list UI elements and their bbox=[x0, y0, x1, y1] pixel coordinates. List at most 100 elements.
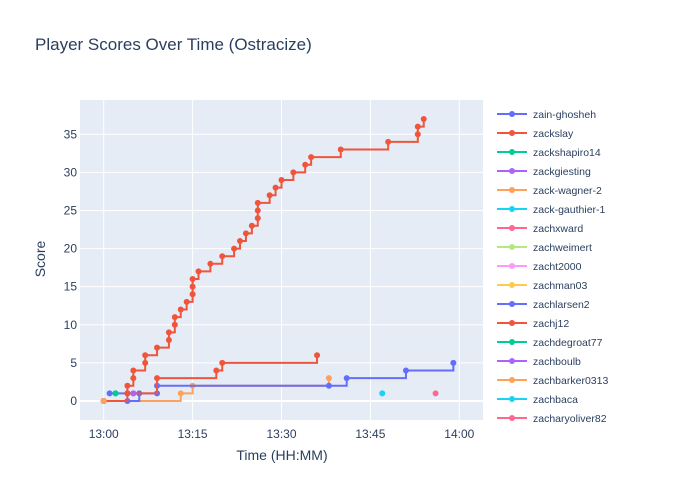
series-zachxward bbox=[432, 390, 439, 397]
data-point[interactable] bbox=[414, 131, 421, 138]
data-point[interactable] bbox=[254, 207, 261, 214]
legend-item[interactable]: zackslay bbox=[497, 128, 574, 140]
data-point[interactable] bbox=[414, 123, 421, 130]
legend-swatch-marker bbox=[509, 320, 515, 326]
data-point[interactable] bbox=[237, 237, 244, 244]
legend-item[interactable]: zackgiesting bbox=[497, 166, 591, 178]
data-point[interactable] bbox=[130, 375, 137, 382]
legend-label: zachweimert bbox=[533, 242, 592, 254]
series-zachbarker0313 bbox=[100, 397, 107, 404]
legend-swatch-marker bbox=[509, 358, 515, 364]
data-point[interactable] bbox=[154, 375, 161, 382]
data-point[interactable] bbox=[189, 283, 196, 290]
legend-label: zackslay bbox=[533, 128, 574, 140]
y-axis-title: Score bbox=[32, 241, 48, 278]
data-point[interactable] bbox=[432, 390, 439, 397]
data-point[interactable] bbox=[402, 367, 409, 374]
data-point[interactable] bbox=[254, 215, 261, 222]
series-zachdegroat77 bbox=[112, 390, 119, 397]
data-point[interactable] bbox=[142, 359, 149, 366]
data-point[interactable] bbox=[154, 344, 161, 351]
data-point[interactable] bbox=[177, 390, 184, 397]
data-point[interactable] bbox=[325, 382, 332, 389]
data-point[interactable] bbox=[207, 260, 214, 267]
data-point[interactable] bbox=[314, 352, 321, 359]
legend-item[interactable]: zachdegroat77 bbox=[497, 337, 603, 349]
legend-item[interactable]: zachbarker0313 bbox=[497, 375, 608, 387]
data-point[interactable] bbox=[171, 314, 178, 321]
legend-item[interactable]: zack-wagner-2 bbox=[497, 185, 602, 197]
data-point[interactable] bbox=[337, 146, 344, 153]
data-point[interactable] bbox=[142, 352, 149, 359]
legend-label: zackshapiro14 bbox=[533, 147, 601, 159]
data-point[interactable] bbox=[343, 375, 350, 382]
legend-item[interactable]: zachlarsen2 bbox=[497, 299, 590, 311]
legend-swatch-marker bbox=[509, 111, 515, 117]
data-point[interactable] bbox=[112, 390, 119, 397]
data-point[interactable] bbox=[290, 169, 297, 176]
data-point[interactable] bbox=[130, 390, 137, 397]
legend-item[interactable]: zachboulb bbox=[497, 356, 581, 368]
legend-label: zachboulb bbox=[533, 356, 581, 368]
y-tick-label: 35 bbox=[64, 127, 78, 141]
legend-swatch-marker bbox=[509, 168, 515, 174]
data-point[interactable] bbox=[272, 184, 279, 191]
legend-item[interactable]: zacharyoliver82 bbox=[497, 413, 607, 425]
series-zachboulb bbox=[130, 390, 137, 397]
data-point[interactable] bbox=[379, 390, 386, 397]
legend-swatch-marker bbox=[509, 282, 515, 288]
y-tick-label: 25 bbox=[64, 203, 78, 217]
data-point[interactable] bbox=[420, 116, 427, 123]
legend-item[interactable]: zachxward bbox=[497, 223, 583, 235]
data-point[interactable] bbox=[171, 321, 178, 328]
data-point[interactable] bbox=[177, 306, 184, 313]
legend-label: zachxward bbox=[533, 223, 583, 235]
data-point[interactable] bbox=[165, 337, 172, 343]
data-point[interactable] bbox=[165, 329, 172, 336]
legend-item[interactable]: zachman03 bbox=[497, 280, 587, 292]
legend-swatch-marker bbox=[509, 244, 515, 250]
legend-label: zacharyoliver82 bbox=[533, 413, 607, 425]
data-point[interactable] bbox=[231, 245, 238, 252]
legend-item[interactable]: zackshapiro14 bbox=[497, 147, 601, 159]
legend-label: zackgiesting bbox=[533, 166, 591, 178]
data-point[interactable] bbox=[195, 268, 202, 275]
data-point[interactable] bbox=[213, 367, 220, 374]
data-point[interactable] bbox=[242, 230, 249, 237]
data-point[interactable] bbox=[266, 192, 273, 199]
legend-item[interactable]: zachweimert bbox=[497, 242, 592, 254]
data-point[interactable] bbox=[183, 298, 190, 305]
legend-item[interactable]: zacht2000 bbox=[497, 261, 582, 273]
data-point[interactable] bbox=[308, 154, 315, 161]
legend[interactable]: zain-ghosheh zackslay zackshapiro14 zackgie… bbox=[497, 109, 608, 425]
data-point[interactable] bbox=[189, 276, 196, 283]
y-tick-label: 20 bbox=[64, 242, 78, 256]
data-point[interactable] bbox=[385, 138, 392, 145]
data-point[interactable] bbox=[302, 161, 309, 168]
data-point[interactable] bbox=[189, 291, 196, 298]
legend-item[interactable]: zachbaca bbox=[497, 394, 578, 406]
data-point[interactable] bbox=[278, 177, 285, 183]
data-point[interactable] bbox=[219, 253, 226, 260]
data-point[interactable] bbox=[219, 359, 226, 366]
legend-swatch-marker bbox=[509, 206, 515, 212]
grid bbox=[80, 100, 483, 420]
data-point[interactable] bbox=[106, 390, 113, 397]
data-point[interactable] bbox=[124, 390, 131, 397]
x-tick-label: 14:00 bbox=[444, 427, 474, 441]
data-point[interactable] bbox=[100, 397, 107, 404]
data-point[interactable] bbox=[124, 382, 131, 389]
legend-swatch-marker bbox=[509, 339, 515, 345]
legend-item[interactable]: zachj12 bbox=[497, 318, 569, 330]
data-point[interactable] bbox=[254, 199, 261, 206]
data-point[interactable] bbox=[248, 222, 255, 229]
legend-item[interactable]: zain-ghosheh bbox=[497, 109, 596, 121]
legend-item[interactable]: zack-gauthier-1 bbox=[497, 204, 606, 216]
data-point[interactable] bbox=[450, 359, 457, 366]
x-tick-label: 13:15 bbox=[178, 427, 208, 441]
data-point[interactable] bbox=[130, 367, 137, 374]
data-point[interactable] bbox=[325, 375, 332, 382]
legend-label: zack-wagner-2 bbox=[533, 185, 602, 197]
legend-swatch-marker bbox=[509, 415, 515, 421]
